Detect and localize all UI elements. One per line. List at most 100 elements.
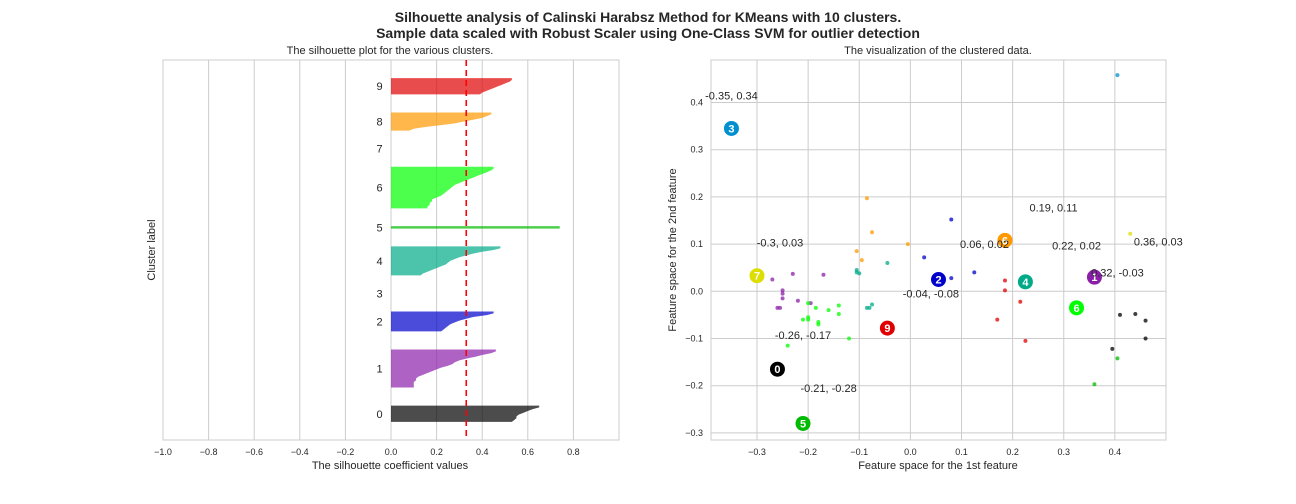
data-point-cluster-5 bbox=[1115, 356, 1120, 361]
silhouette-x-tick-labels: −1.0 −0.8 −0.6 −0.4 −0.2 0.0 0.2 0.4 0.6 0.8 bbox=[154, 447, 580, 457]
cluster-center-label: 1 bbox=[1091, 272, 1097, 284]
data-point-cluster-0 bbox=[1117, 312, 1122, 317]
data-point-cluster-1 bbox=[780, 291, 785, 296]
data-point-cluster-9 bbox=[1018, 299, 1023, 304]
scatter-y-tick-label: −0.3 bbox=[685, 428, 703, 438]
data-point-cluster-2 bbox=[922, 255, 927, 260]
silhouette-cluster-labels: 0 1 2 3 4 5 6 7 8 9 bbox=[377, 81, 383, 421]
scatter-y-axis-label: Feature space for the 2nd feature bbox=[667, 168, 679, 331]
silhouette-bar-cluster-1 bbox=[391, 349, 496, 388]
cluster-center-label: 6 bbox=[1002, 235, 1008, 247]
data-point-cluster-8 bbox=[859, 258, 864, 263]
data-point-cluster-8 bbox=[870, 230, 875, 235]
data-point-cluster-6 bbox=[785, 343, 790, 348]
cluster-center-label: 7 bbox=[754, 271, 760, 283]
silhouette-bar-cluster-4 bbox=[391, 246, 501, 276]
center-coordinate-annotation: 0.22, 0.02 bbox=[1052, 241, 1101, 253]
silhouette-y-axis-label: Cluster label bbox=[146, 219, 158, 280]
data-point-cluster-4 bbox=[885, 260, 890, 265]
scatter-x-tick-label: −0.1 bbox=[850, 447, 868, 457]
scatter-y-tick-label: 0.4 bbox=[690, 97, 703, 107]
scatter-plot-frame bbox=[710, 59, 1167, 441]
data-point-cluster-0 bbox=[1110, 346, 1115, 351]
silhouette-x-tick-label: −1.0 bbox=[154, 447, 172, 457]
cluster-center-label: 9 bbox=[884, 323, 890, 335]
center-coordinate-annotation: -0.3, 0.03 bbox=[757, 238, 803, 250]
silhouette-bar-cluster-9 bbox=[391, 78, 512, 95]
center-coordinate-annotation: 0.06, 0.02 bbox=[960, 239, 1009, 251]
center-coordinate-annotation: -0.35, 0.34 bbox=[705, 90, 758, 102]
silhouette-x-tick-label: −0.4 bbox=[291, 447, 309, 457]
silhouette-x-tick-label: 0.2 bbox=[430, 447, 443, 457]
scatter-y-tick-label: 0.2 bbox=[690, 192, 703, 202]
scatter-y-tick-label: 0.3 bbox=[690, 145, 703, 155]
data-point-cluster-1 bbox=[770, 277, 775, 282]
data-point-cluster-9 bbox=[1002, 278, 1007, 283]
cluster-center-marker bbox=[723, 120, 739, 136]
data-point-cluster-6 bbox=[826, 308, 831, 313]
silhouette-bars bbox=[391, 78, 560, 422]
data-point-cluster-0 bbox=[1133, 311, 1138, 316]
silhouette-x-tick-label: −0.6 bbox=[245, 447, 263, 457]
scatter-x-tick-label: 0.0 bbox=[904, 447, 917, 457]
silhouette-bar-cluster-2 bbox=[391, 311, 494, 332]
data-point-cluster-1 bbox=[795, 298, 800, 303]
data-point-cluster-9 bbox=[995, 317, 1000, 322]
scatter-gridlines bbox=[711, 60, 1166, 440]
data-point-cluster-1 bbox=[778, 305, 783, 310]
cluster-center-marker bbox=[997, 232, 1013, 248]
cluster-label: 1 bbox=[377, 364, 383, 376]
scatter-points bbox=[770, 73, 1148, 387]
scatter-y-tick-labels: −0.3 −0.2 −0.1 0.0 0.1 0.2 0.3 0.4 bbox=[685, 97, 703, 437]
data-point-cluster-6 bbox=[836, 303, 841, 308]
data-point-cluster-1 bbox=[790, 271, 795, 276]
cluster-center-label: 3 bbox=[728, 123, 734, 135]
data-point-cluster-9 bbox=[1002, 288, 1007, 293]
figure-title-line-2: Sample data scaled with Robust Scaler us… bbox=[376, 25, 920, 41]
center-coordinate-annotation: 0.19, 0.11 bbox=[1029, 202, 1077, 214]
data-point-cluster-6 bbox=[806, 301, 811, 306]
data-point-cluster-0 bbox=[1143, 336, 1148, 341]
cluster-center-marker bbox=[1069, 300, 1085, 316]
data-point-cluster-2 bbox=[949, 217, 954, 222]
cluster-center-label: 2 bbox=[935, 275, 941, 287]
cluster-centers: 0 1 2 3 4 5 6 6 7 9 bbox=[723, 120, 1102, 431]
scatter-x-tick-label: 0.2 bbox=[1006, 447, 1019, 457]
data-point-cluster-6 bbox=[836, 311, 841, 316]
data-point-cluster-1 bbox=[821, 272, 826, 277]
cluster-label: 4 bbox=[377, 256, 383, 268]
silhouette-bar-cluster-0 bbox=[391, 405, 540, 422]
center-coordinate-annotation: 0.32, -0.03 bbox=[1091, 267, 1144, 279]
scatter-x-axis-label: Feature space for the 1st feature bbox=[858, 460, 1018, 472]
data-point-cluster-4 bbox=[857, 271, 862, 276]
cluster-center-marker bbox=[1086, 269, 1102, 285]
data-point-cluster-6 bbox=[816, 319, 821, 324]
cluster-center-marker bbox=[931, 272, 946, 288]
data-point-cluster-2 bbox=[949, 276, 954, 281]
cluster-center-label: 4 bbox=[1022, 277, 1029, 289]
scatter-x-tick-label: −0.2 bbox=[799, 447, 817, 457]
data-point-cluster-6 bbox=[847, 336, 852, 341]
data-point-cluster-8 bbox=[905, 242, 910, 247]
scatter-x-tick-labels: −0.3 −0.2 −0.1 0.0 0.1 0.2 0.3 0.4 bbox=[748, 447, 1121, 457]
cluster-label: 8 bbox=[377, 117, 383, 129]
center-coordinate-annotation: -0.04, -0.08 bbox=[903, 289, 959, 301]
center-annotations: -0.35, 0.34 -0.3, 0.03 -0.26, -0.17 -0.21, … bbox=[705, 90, 1183, 395]
scatter-x-tick-label: 0.3 bbox=[1057, 447, 1070, 457]
data-point-cluster-6 bbox=[813, 305, 818, 310]
silhouette-x-tick-label: 0.4 bbox=[476, 447, 489, 457]
data-point-cluster-9 bbox=[1023, 338, 1028, 343]
cluster-center-marker bbox=[795, 415, 811, 431]
cluster-center-label: 6 bbox=[1073, 303, 1079, 315]
silhouette-bar-cluster-8 bbox=[391, 112, 492, 131]
cluster-center-marker bbox=[1017, 274, 1033, 290]
data-point-cluster-4 bbox=[867, 305, 872, 310]
data-point-cluster-8 bbox=[864, 196, 869, 201]
cluster-center-marker bbox=[749, 268, 765, 284]
cluster-label: 6 bbox=[377, 183, 383, 195]
center-coordinate-annotation: 0.36, 0.03 bbox=[1134, 237, 1183, 249]
cluster-label: 3 bbox=[377, 288, 383, 300]
data-point-cluster-5 bbox=[1092, 382, 1097, 387]
silhouette-plot-title: The silhouette plot for the various clus… bbox=[287, 45, 494, 57]
